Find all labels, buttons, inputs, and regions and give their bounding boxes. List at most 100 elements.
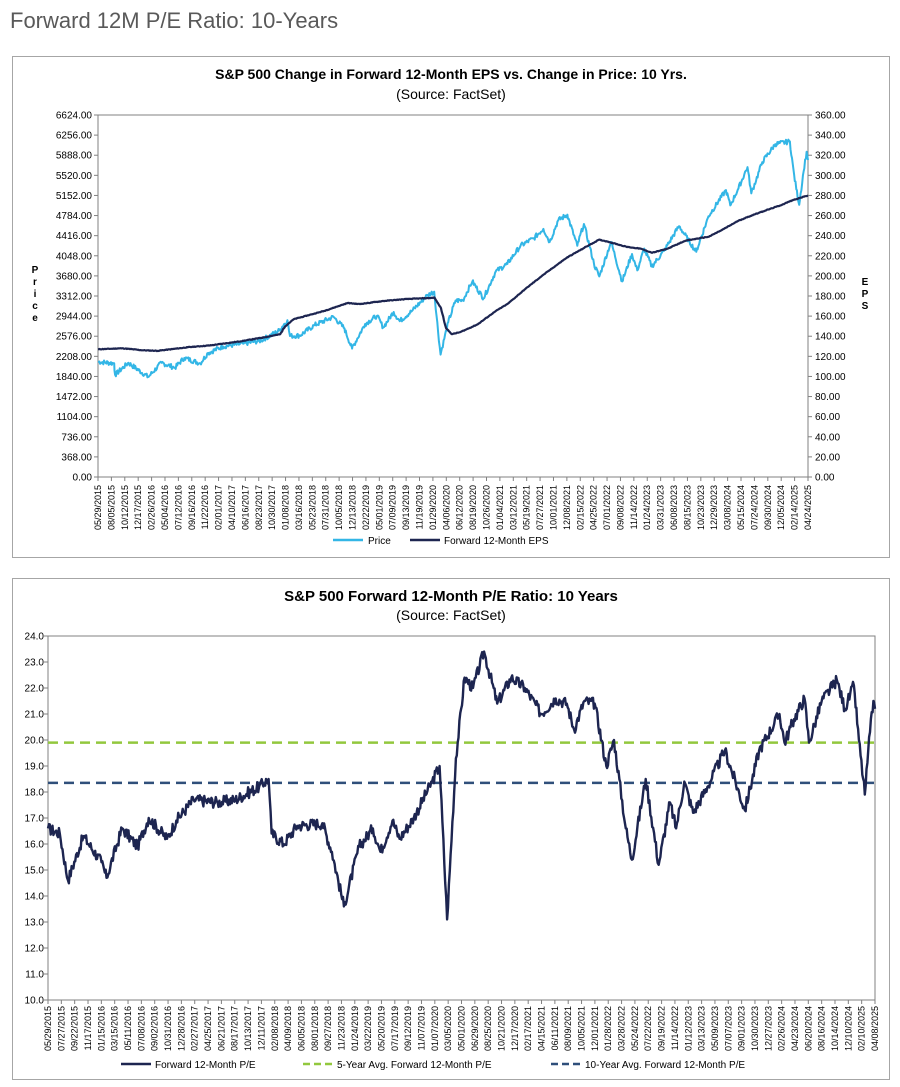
x-tick-label: 05/19/2021 xyxy=(522,485,532,530)
left-tick-label: 6256.00 xyxy=(56,131,93,142)
chart-series xyxy=(97,138,809,379)
x-tick-label: 10/26/2020 xyxy=(481,485,491,530)
left-tick-label: 2208.00 xyxy=(56,352,93,363)
x-tick-label: 05/01/2019 xyxy=(374,485,384,530)
x-tick-label: 12/29/2023 xyxy=(709,485,719,530)
x-tick-label: 07/01/2022 xyxy=(602,485,612,530)
x-tick-label: 01/08/2018 xyxy=(281,485,291,530)
chart-title: S&P 500 Change in Forward 12-Month EPS v… xyxy=(215,66,687,82)
x-tick-label: 10/21/2020 xyxy=(497,1006,507,1051)
x-tick-label: 03/08/2024 xyxy=(723,485,733,530)
right-tick-label: 60.00 xyxy=(815,412,840,423)
left-tick-label: 4784.00 xyxy=(56,211,93,222)
left-tick-label: 5520.00 xyxy=(56,171,93,182)
x-tick-label: 09/12/2019 xyxy=(403,1006,413,1051)
x-tick-label: 05/23/2018 xyxy=(307,485,317,530)
x-tick-label: 07/22/2022 xyxy=(643,1006,653,1051)
x-tick-label: 10/12/2015 xyxy=(120,485,130,530)
x-tick-label: 06/11/2021 xyxy=(550,1006,560,1050)
x-tick-label: 12/13/2018 xyxy=(348,485,358,530)
y-tick-label: 15.0 xyxy=(25,866,45,877)
x-tick-label: 04/23/2024 xyxy=(790,1006,800,1051)
left-tick-label: 5888.00 xyxy=(56,151,93,162)
y-tick-label: 22.0 xyxy=(25,684,45,695)
x-tick-label: 12/17/2020 xyxy=(510,1006,520,1051)
right-tick-label: 340.00 xyxy=(815,131,846,142)
x-tick-label: 11/14/2022 xyxy=(670,1006,680,1050)
right-tick-label: 20.00 xyxy=(815,452,840,463)
x-tick-label: 03/13/2023 xyxy=(697,1006,707,1051)
x-tick-label: 02/17/2021 xyxy=(523,1006,533,1051)
left-tick-label: 1840.00 xyxy=(56,372,93,383)
right-tick-label: 120.00 xyxy=(815,352,846,363)
chart-subtitle: (Source: FactSet) xyxy=(396,607,506,623)
x-tick-label: 07/17/2019 xyxy=(390,1006,400,1051)
x-tick-label: 12/11/2017 xyxy=(256,1006,266,1050)
x-tick-label: 09/16/2016 xyxy=(187,485,197,530)
legend-avg5-label: 5-Year Avg. Forward 12-Month P/E xyxy=(337,1060,492,1071)
x-tick-label: 04/24/2025 xyxy=(803,485,813,530)
right-tick-label: 140.00 xyxy=(815,332,846,343)
y-tick-label: 18.0 xyxy=(25,788,45,799)
right-tick-label: 320.00 xyxy=(815,151,846,162)
chart-series xyxy=(46,650,877,921)
pe-series-line xyxy=(46,650,877,921)
x-tick-label: 10/05/2021 xyxy=(577,1006,587,1051)
left-tick-label: 4048.00 xyxy=(56,251,93,262)
pe-ratio-chart: S&P 500 Forward 12-Month P/E Ratio: 10 Y… xyxy=(25,588,880,1071)
right-tick-label: 100.00 xyxy=(815,372,846,383)
x-tick-label: 07/31/2018 xyxy=(321,485,331,530)
x-tick-label: 11/23/2018 xyxy=(336,1006,346,1050)
x-tick-label: 04/25/2017 xyxy=(203,1006,213,1051)
x-tick-label: 06/08/2023 xyxy=(669,485,679,530)
left-tick-label: 2944.00 xyxy=(56,312,93,323)
chart-legend: Price Forward 12-Month EPS xyxy=(333,536,549,547)
right-tick-label: 280.00 xyxy=(815,191,846,202)
x-tick-label: 01/28/2022 xyxy=(603,1006,613,1051)
x-tick-label: 08/09/2021 xyxy=(563,1006,573,1051)
x-tick-label: 12/17/2015 xyxy=(133,485,143,530)
x-tick-label: 04/10/2017 xyxy=(227,485,237,530)
left-tick-label: 1104.00 xyxy=(57,412,93,423)
x-tick-label: 10/30/2023 xyxy=(750,1006,760,1051)
x-tick-label: 06/20/2024 xyxy=(803,1006,813,1051)
x-tick-label: 07/08/2016 xyxy=(136,1006,146,1051)
x-tick-label: 03/31/2023 xyxy=(656,485,666,530)
price-series-line xyxy=(97,138,809,379)
x-tick-label: 09/22/2015 xyxy=(70,1006,80,1051)
x-tick-label: 08/16/2024 xyxy=(817,1006,827,1051)
x-tick-label: 07/27/2015 xyxy=(56,1006,66,1051)
x-tick-label: 05/11/2016 xyxy=(123,1006,133,1050)
x-tick-label: 06/16/2017 xyxy=(240,485,250,530)
legend-avg10-label: 10-Year Avg. Forward 12-Month P/E xyxy=(585,1060,745,1071)
x-tick-label: 10/31/2016 xyxy=(163,1006,173,1051)
x-tick-label: 11/19/2019 xyxy=(415,485,425,529)
x-tick-label: 09/13/2019 xyxy=(401,485,411,530)
legend-label-price: Price xyxy=(368,536,391,547)
left-tick-label: 3312.00 xyxy=(56,292,93,303)
x-tick-label: 02/27/2017 xyxy=(190,1006,200,1051)
x-tick-label: 03/15/2016 xyxy=(110,1006,120,1051)
x-tick-label: 02/22/2019 xyxy=(361,485,371,530)
x-tick-label: 05/09/2023 xyxy=(710,1006,720,1051)
x-tick-label: 01/12/2023 xyxy=(683,1006,693,1051)
right-tick-label: 40.00 xyxy=(815,432,840,443)
x-tick-label: 01/07/2020 xyxy=(430,1006,440,1051)
y-tick-label: 20.0 xyxy=(25,736,45,747)
x-tick-label: 05/29/2015 xyxy=(93,485,103,530)
x-tick-label: 07/27/2021 xyxy=(535,485,545,530)
x-tick-label: 11/22/2016 xyxy=(200,485,210,529)
x-tick-label: 04/06/2020 xyxy=(441,485,451,530)
chart-title: S&P 500 Forward 12-Month P/E Ratio: 10 Y… xyxy=(284,588,618,605)
y-tick-label: 24.0 xyxy=(25,632,45,643)
left-tick-label: 0.00 xyxy=(73,473,93,484)
x-tick-label: 02/01/2017 xyxy=(214,485,224,530)
x-tick-label: 06/21/2017 xyxy=(216,1006,226,1051)
chart-plot-area xyxy=(47,635,876,1001)
x-tick-label: 05/20/2019 xyxy=(376,1006,386,1051)
x-tick-label: 01/29/2020 xyxy=(428,485,438,530)
x-tick-label: 05/15/2024 xyxy=(736,485,746,530)
x-tick-label: 08/05/2015 xyxy=(106,485,116,530)
x-tick-label: 04/25/2022 xyxy=(589,485,599,530)
